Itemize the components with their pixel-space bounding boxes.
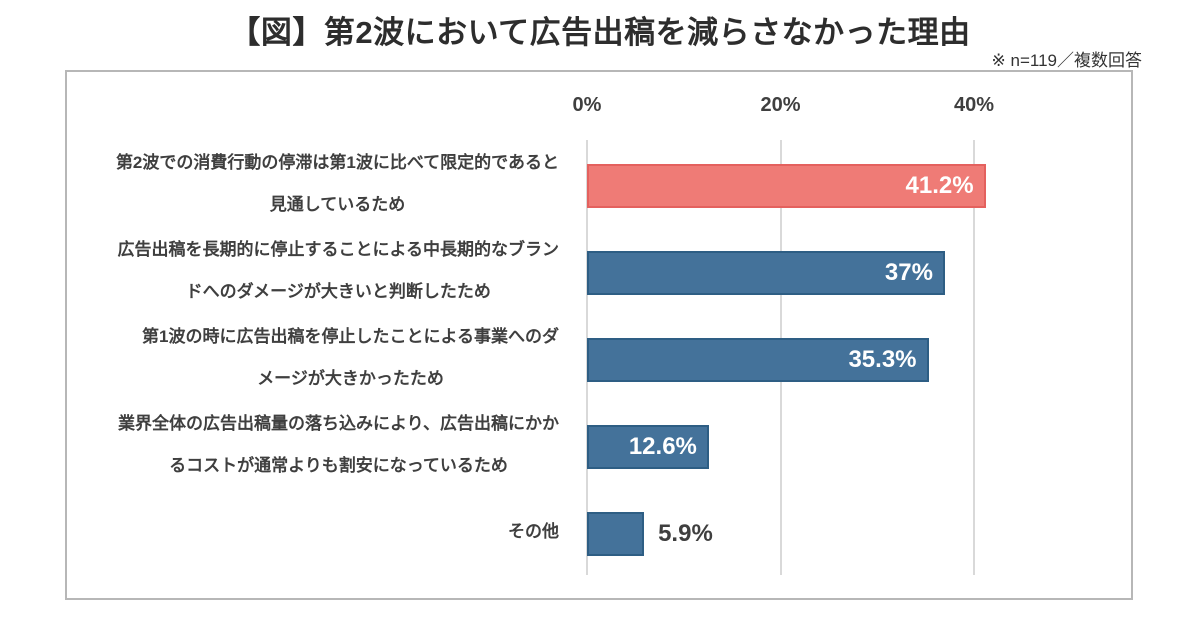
chart-area: 0% 20% 40% 第2波での消費行動の停滞は第1波に比べて限定的であると 見通して… — [67, 72, 1131, 598]
bar-value-label: 35.3% — [848, 345, 917, 373]
category-label-text: 業界全体の広告出稿量の落ち込みにより、広告出稿にかか るコストが通常よりも割安に… — [118, 413, 559, 475]
category-label-text: 第2波での消費行動の停滞は第1波に比べて限定的であると 見通しているため — [115, 152, 559, 214]
bar: 41.2% — [587, 163, 986, 208]
chart-title: 【図】第2波において広告出稿を減らさなかった理由 — [229, 15, 971, 50]
chart-frame: 0% 20% 40% 第2波での消費行動の停滞は第1波に比べて限定的であると 見通して… — [65, 70, 1133, 600]
category-label: 広告出稿を長期的に停止することによる中長期的なブラン ドへのダメージが大きいと判… — [77, 227, 560, 314]
category-label-text: その他 — [508, 521, 559, 541]
category-label-text: 第1波の時に広告出稿を停止したことによる事業へのダ メージが大きかったため — [142, 326, 559, 388]
category-label: 第2波での消費行動の停滞は第1波に比べて限定的であると 見通しているため — [77, 140, 559, 227]
category-label-text: 広告出稿を長期的に停止することによる中長期的なブラン ドへのダメージが大きいと判… — [117, 239, 560, 301]
bar-value-label: 5.9% — [658, 519, 713, 547]
x-axis-tick-label: 0% — [572, 94, 602, 116]
x-axis-tick-label: 40% — [953, 94, 995, 116]
category-label: その他 — [77, 488, 559, 575]
sample-size-note: ※ n=119／複数回答 — [991, 51, 1142, 70]
bar: 35.3% — [587, 337, 929, 382]
bar-value-label: 41.2% — [905, 171, 974, 199]
category-label: 業界全体の広告出稿量の落ち込みにより、広告出稿にかか るコストが通常よりも割安に… — [77, 401, 559, 488]
category-label: 第1波の時に広告出稿を停止したことによる事業へのダ メージが大きかったため — [77, 314, 559, 401]
bar — [587, 511, 645, 556]
x-axis-tick-label: 20% — [760, 94, 801, 116]
bar-value-label: 12.6% — [628, 432, 697, 460]
bar: 37% — [587, 250, 945, 295]
bar-value-label: 37% — [884, 258, 933, 286]
bar: 12.6% — [587, 424, 709, 469]
gridline — [973, 140, 975, 575]
